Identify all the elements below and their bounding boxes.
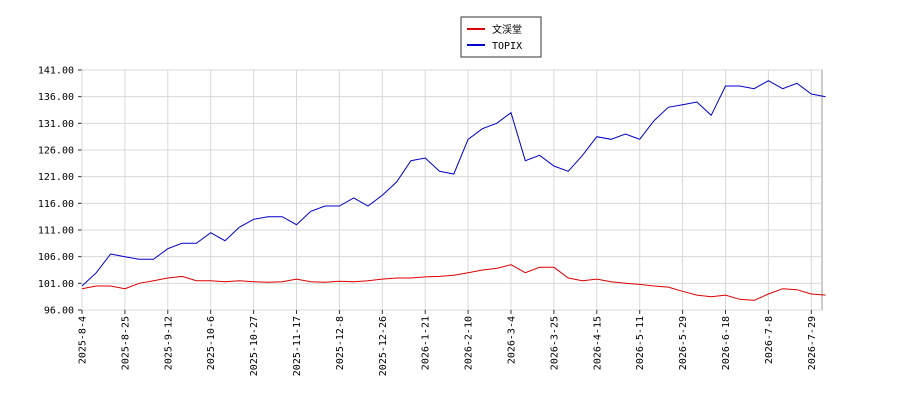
x-tick-label: 2025-12-8 <box>335 316 346 370</box>
x-tick-label: 2026-7-8 <box>764 316 775 364</box>
legend-box <box>460 16 542 58</box>
y-tick-label: 116.00 <box>38 199 74 210</box>
y-tick-label: 96.00 <box>44 306 74 317</box>
series-line <box>81 264 826 301</box>
legend: 文渓堂 TOPIX <box>467 23 522 52</box>
x-tick-label: 2025-11-17 <box>292 316 303 376</box>
x-tick-label: 2025-9-12 <box>163 316 174 370</box>
x-tick-label: 2026-6-18 <box>721 316 732 370</box>
y-tick-label: 136.00 <box>38 92 74 103</box>
x-tick-label: 2026-3-4 <box>507 316 518 364</box>
y-tick-label: 141.00 <box>38 66 74 77</box>
y-tick-label: 106.00 <box>38 252 74 263</box>
legend-label: 文渓堂 <box>492 23 522 36</box>
x-tick-label: 2026-5-29 <box>678 316 689 370</box>
x-tick-label: 2026-2-10 <box>464 316 475 370</box>
plot-frame <box>81 69 823 311</box>
y-tick-label: 101.00 <box>38 279 74 290</box>
y-tick-label: 111.00 <box>38 226 74 237</box>
y-tick-label: 131.00 <box>38 119 74 130</box>
x-tick-label: 2025-10-27 <box>249 316 260 376</box>
y-tick-label: 121.00 <box>38 172 74 183</box>
x-tick-label: 2026-1-21 <box>421 316 432 370</box>
x-tick-label: 2026-3-25 <box>549 316 560 370</box>
x-tick-label: 2025-8-25 <box>120 316 131 370</box>
x-tick-label: 2026-7-29 <box>807 316 818 370</box>
series-line <box>81 80 826 287</box>
y-tick-label: 126.00 <box>38 146 74 157</box>
x-tick-label: 2025-8-4 <box>78 316 89 364</box>
x-tick-label: 2025-10-6 <box>206 316 217 370</box>
x-tick-label: 2025-12-26 <box>378 316 389 376</box>
x-tick-label: 2026-5-11 <box>635 316 646 370</box>
legend-label: TOPIX <box>492 41 522 52</box>
x-tick-label: 2026-4-15 <box>592 316 603 370</box>
